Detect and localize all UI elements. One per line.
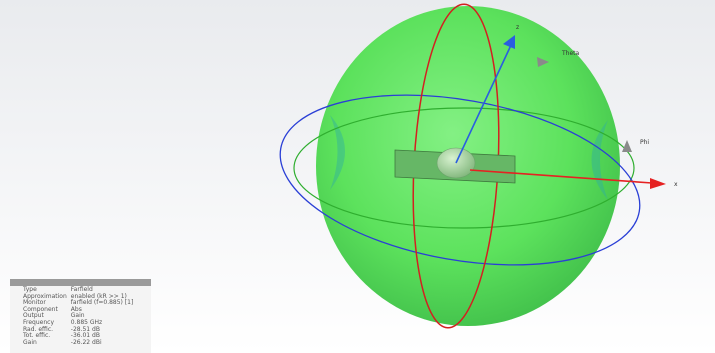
phi-label: Phi <box>640 139 649 146</box>
info-row: Output Gain <box>23 313 137 320</box>
info-value: 0.885 GHz <box>70 318 103 326</box>
info-value: -26.22 dBi <box>70 338 102 346</box>
x-axis-label: x <box>674 181 678 188</box>
info-value: Gain <box>70 312 85 320</box>
info-row: Gain -26.22 dBi <box>23 338 137 347</box>
info-row: Type Farfield <box>23 286 137 294</box>
info-row: Approximation enabled (kR >> 1) <box>23 292 137 301</box>
info-key: Frequency <box>23 318 54 326</box>
info-key: Gain <box>23 338 37 346</box>
info-key: Monitor <box>23 299 46 307</box>
info-row: Monitor farfield (f=0.885) [1] <box>23 300 137 307</box>
horizon-ring <box>293 107 635 229</box>
farfield-info-panel: Type Farfield Approximation enabled (kR >> … <box>10 279 151 353</box>
info-key: Type <box>23 286 37 293</box>
info-key: Output <box>23 312 44 320</box>
info-row: Tot. effic. -36.01 dB <box>23 333 137 340</box>
x-axis-arrowhead <box>650 178 666 189</box>
phi-arrow-icon <box>622 140 632 152</box>
theta-arrow-icon <box>537 57 549 67</box>
info-row: Frequency 0.885 GHz <box>23 318 137 327</box>
phi-ring <box>279 94 641 266</box>
info-table: Type Farfield Approximation enabled (kR >> … <box>23 286 137 347</box>
info-value: enabled (kR >> 1) <box>70 292 127 300</box>
info-key: Rad. effic. <box>23 325 54 333</box>
info-value: -28.51 dB <box>70 325 100 333</box>
info-value: Farfield <box>70 286 93 293</box>
info-key: Tot. effic. <box>23 332 51 340</box>
z-axis-label: z <box>516 24 519 31</box>
info-value: Abs <box>70 305 82 313</box>
info-row: Rad. effic. -28.51 dB <box>23 325 137 334</box>
info-key: Component <box>23 305 58 313</box>
pattern-indent-right <box>591 120 608 200</box>
z-axis-line <box>455 42 513 164</box>
info-value: -36.01 dB <box>70 332 100 340</box>
x-axis-line <box>469 169 653 184</box>
info-key: Approximation <box>23 292 67 300</box>
pattern-indent-left <box>330 115 345 190</box>
info-value: farfield (f=0.885) [1] <box>70 299 134 307</box>
info-row: Component Abs <box>23 305 137 314</box>
z-axis-arrowhead <box>503 35 515 49</box>
theta-label: Theta <box>561 50 580 57</box>
